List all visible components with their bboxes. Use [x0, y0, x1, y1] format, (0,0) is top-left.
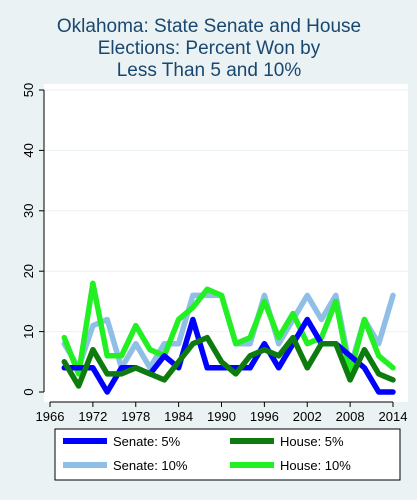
legend-label-house-10: House: 10%: [280, 458, 351, 473]
x-tick-label-2008: 2008: [336, 409, 365, 424]
y-tick-label-50: 50: [21, 83, 36, 97]
series-layer: [61, 280, 396, 395]
x-tick-label-1972: 1972: [78, 409, 107, 424]
legend-label-senate-5: Senate: 5%: [113, 434, 181, 449]
legend-label-house-5: House: 5%: [280, 434, 344, 449]
x-tick-label-1996: 1996: [250, 409, 279, 424]
y-tick-label-30: 30: [21, 204, 36, 218]
x-tick-label-2002: 2002: [293, 409, 322, 424]
x-tick-label-1966: 1966: [36, 409, 65, 424]
x-tick-label-1984: 1984: [164, 409, 193, 424]
legend-box: [54, 428, 401, 481]
chart-title: Oklahoma: State Senate and House Electio…: [57, 16, 361, 81]
y-tick-label-20: 20: [21, 264, 36, 278]
y-tick-label-10: 10: [21, 324, 36, 338]
legend: Senate: 5% House: 5% Senate: 10% House: 10%: [63, 434, 351, 473]
series-line-house-10: [61, 280, 396, 377]
y-tick-label-40: 40: [21, 143, 36, 157]
x-tick-label-1990: 1990: [207, 409, 236, 424]
legend-label-senate-10: Senate: 10%: [113, 458, 188, 473]
x-tick-label-2014: 2014: [379, 409, 408, 424]
title-line-2: Elections: Percent Won by: [98, 38, 321, 59]
y-tick-label-0: 0: [21, 388, 36, 395]
title-line-1: Oklahoma: State Senate and House: [57, 16, 361, 37]
series-line-house-5: [61, 334, 396, 389]
x-tick-label-1978: 1978: [121, 409, 150, 424]
title-line-3: Less Than 5 and 10%: [117, 60, 302, 81]
axes-layer: 0 10 20 30 40 50 1966 1972 1978 1984 1990 1996 2002 2…: [21, 83, 407, 424]
